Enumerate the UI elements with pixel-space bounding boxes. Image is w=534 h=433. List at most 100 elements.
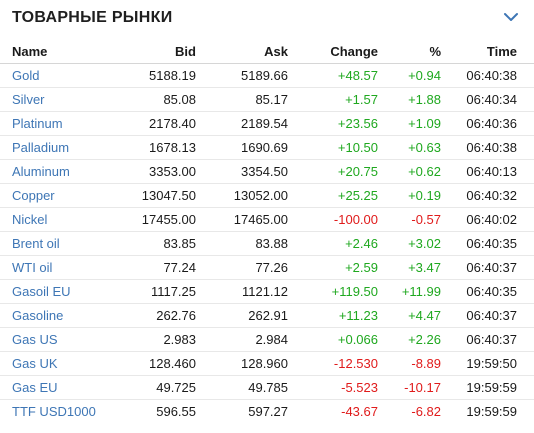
table-row: Palladium 1678.13 1690.69 +10.50 +0.63 06:40:… bbox=[0, 135, 534, 160]
commodity-link[interactable]: Silver bbox=[12, 92, 45, 107]
commodity-link[interactable]: Brent oil bbox=[12, 236, 60, 251]
table-row: Aluminum 3353.00 3354.50 +20.75 +0.62 06:40:1… bbox=[0, 159, 534, 184]
column-header-change: Change bbox=[288, 40, 378, 64]
widget-header: ТОВАРНЫЕ РЫНКИ bbox=[0, 0, 534, 38]
table-row: Silver 85.08 85.17 +1.57 +1.88 06:40:34 bbox=[0, 87, 534, 112]
ask-cell: 262.91 bbox=[196, 303, 288, 328]
table-row: Copper 13047.50 13052.00 +25.25 +0.19 06:40:3… bbox=[0, 183, 534, 208]
table-row: WTI oil 77.24 77.26 +2.59 +3.47 06:40:37 bbox=[0, 255, 534, 280]
commodity-name-cell: Aluminum bbox=[0, 159, 118, 184]
commodity-link[interactable]: Palladium bbox=[12, 140, 70, 155]
time-cell: 06:40:38 bbox=[441, 135, 534, 160]
ask-cell: 5189.66 bbox=[196, 63, 288, 88]
time-cell: 06:40:38 bbox=[441, 63, 534, 88]
commodity-name-cell: Platinum bbox=[0, 111, 118, 136]
change-cell: +1.57 bbox=[288, 87, 378, 112]
change-cell: +25.25 bbox=[288, 183, 378, 208]
commodity-link[interactable]: Platinum bbox=[12, 116, 63, 131]
commodity-name-cell: Gas EU bbox=[0, 375, 118, 400]
bid-cell: 5188.19 bbox=[118, 63, 196, 88]
ask-cell: 13052.00 bbox=[196, 183, 288, 208]
time-cell: 06:40:37 bbox=[441, 303, 534, 328]
change-cell: -43.67 bbox=[341, 404, 378, 419]
commodity-link[interactable]: TTF USD1000 bbox=[12, 404, 96, 419]
time-cell: 06:40:36 bbox=[441, 111, 534, 136]
time-cell: 06:40:37 bbox=[441, 255, 534, 280]
change-cell: -5.523 bbox=[288, 375, 378, 400]
change-cell: +23.56 bbox=[288, 111, 378, 136]
time-cell: 06:40:34 bbox=[441, 87, 534, 112]
commodity-link[interactable]: Gasoline bbox=[12, 308, 64, 323]
bid-cell: 83.85 bbox=[118, 231, 196, 256]
table-row: Gas UK 128.460 128.960 -12.530 -8.89 19:59:50 bbox=[0, 351, 534, 376]
commodity-link[interactable]: Aluminum bbox=[12, 164, 70, 179]
change-cell: -12.530 bbox=[288, 351, 378, 376]
bid-cell: 17455.00 bbox=[118, 207, 196, 232]
column-header-bid: Bid bbox=[118, 40, 196, 64]
bid-cell: 1117.25 bbox=[118, 279, 196, 304]
commodity-link[interactable]: Nickel bbox=[12, 212, 48, 227]
column-header-name: Name bbox=[0, 40, 118, 64]
ask-cell: 128.960 bbox=[196, 351, 288, 376]
commodity-link[interactable]: Gold bbox=[12, 68, 40, 83]
commodity-name-cell: Gas US bbox=[0, 327, 118, 352]
bid-cell: 1678.13 bbox=[118, 135, 196, 160]
table-row: TTF USD1000 596.55 597.27 -43.67 -6.82 19:59:… bbox=[0, 400, 534, 424]
commodity-link[interactable]: Copper bbox=[12, 188, 55, 203]
bid-cell: 77.24 bbox=[118, 255, 196, 280]
ask-cell: 17465.00 bbox=[196, 207, 288, 232]
time-cell: 19:59:59 bbox=[441, 375, 534, 400]
change-cell: +20.75 bbox=[288, 159, 378, 184]
change-cell: +119.50 bbox=[288, 279, 378, 304]
table-row: Platinum 2178.40 2189.54 +23.56 +1.09 06:40:3… bbox=[0, 111, 534, 136]
quotes-table-body: Gold 5188.19 5189.66 +48.57 +0.94 06:40:38 Sil… bbox=[0, 63, 534, 424]
table-row: Nickel 17455.00 17465.00 -100.00 -0.57 06:40:… bbox=[0, 207, 534, 232]
ask-cell: 49.785 bbox=[196, 375, 288, 400]
commodity-link[interactable]: Gas UK bbox=[12, 356, 58, 371]
commodity-link[interactable]: Gas EU bbox=[12, 380, 58, 395]
percent-cell: +1.88 bbox=[378, 87, 441, 112]
column-header-ask: Ask bbox=[196, 40, 288, 64]
ask-cell: 1121.12 bbox=[196, 279, 288, 304]
column-header-pct: % bbox=[378, 40, 441, 64]
change-cell: -100.00 bbox=[288, 207, 378, 232]
time-cell: 19:59:50 bbox=[441, 351, 534, 376]
bid-cell: 2.983 bbox=[118, 327, 196, 352]
percent-cell: +0.94 bbox=[378, 63, 441, 88]
commodity-name-cell: TTF USD1000 bbox=[0, 400, 118, 424]
ask-cell: 77.26 bbox=[196, 255, 288, 280]
table-row: Gasoil EU 1117.25 1121.12 +119.50 +11.99 06:4… bbox=[0, 279, 534, 304]
table-row: Gasoline 262.76 262.91 +11.23 +4.47 06:40:37 bbox=[0, 303, 534, 328]
column-header-time: Time bbox=[441, 40, 534, 64]
percent-cell: +0.19 bbox=[378, 183, 441, 208]
bid-cell: 3353.00 bbox=[118, 159, 196, 184]
percent-cell: +0.63 bbox=[378, 135, 441, 160]
commodity-name-cell: WTI oil bbox=[0, 255, 118, 280]
percent-cell: +1.09 bbox=[378, 111, 441, 136]
widget-title: ТОВАРНЫЕ РЫНКИ bbox=[12, 9, 173, 26]
ask-cell: 597.27 bbox=[248, 404, 288, 419]
chevron-down-icon[interactable] bbox=[502, 8, 520, 26]
table-row: Brent oil 83.85 83.88 +2.46 +3.02 06:40:35 bbox=[0, 231, 534, 256]
table-row: Gas EU 49.725 49.785 -5.523 -10.17 19:59:59 bbox=[0, 375, 534, 400]
bid-cell: 262.76 bbox=[118, 303, 196, 328]
ask-cell: 3354.50 bbox=[196, 159, 288, 184]
time-cell: 06:40:02 bbox=[441, 207, 534, 232]
time-cell: 06:40:37 bbox=[441, 327, 534, 352]
bid-cell: 2178.40 bbox=[118, 111, 196, 136]
ask-cell: 85.17 bbox=[196, 87, 288, 112]
commodity-name-cell: Gasoil EU bbox=[0, 279, 118, 304]
commodity-name-cell: Copper bbox=[0, 183, 118, 208]
percent-cell: -6.82 bbox=[411, 404, 441, 419]
percent-cell: +11.99 bbox=[378, 279, 441, 304]
commodity-link[interactable]: WTI oil bbox=[12, 260, 53, 275]
percent-cell: -10.17 bbox=[378, 375, 441, 400]
change-cell: +10.50 bbox=[288, 135, 378, 160]
commodity-link[interactable]: Gasoil EU bbox=[12, 284, 71, 299]
commodity-link[interactable]: Gas US bbox=[12, 332, 58, 347]
change-cell: +48.57 bbox=[288, 63, 378, 88]
bid-cell: 85.08 bbox=[118, 87, 196, 112]
ask-cell: 1690.69 bbox=[196, 135, 288, 160]
change-cell: +2.59 bbox=[288, 255, 378, 280]
